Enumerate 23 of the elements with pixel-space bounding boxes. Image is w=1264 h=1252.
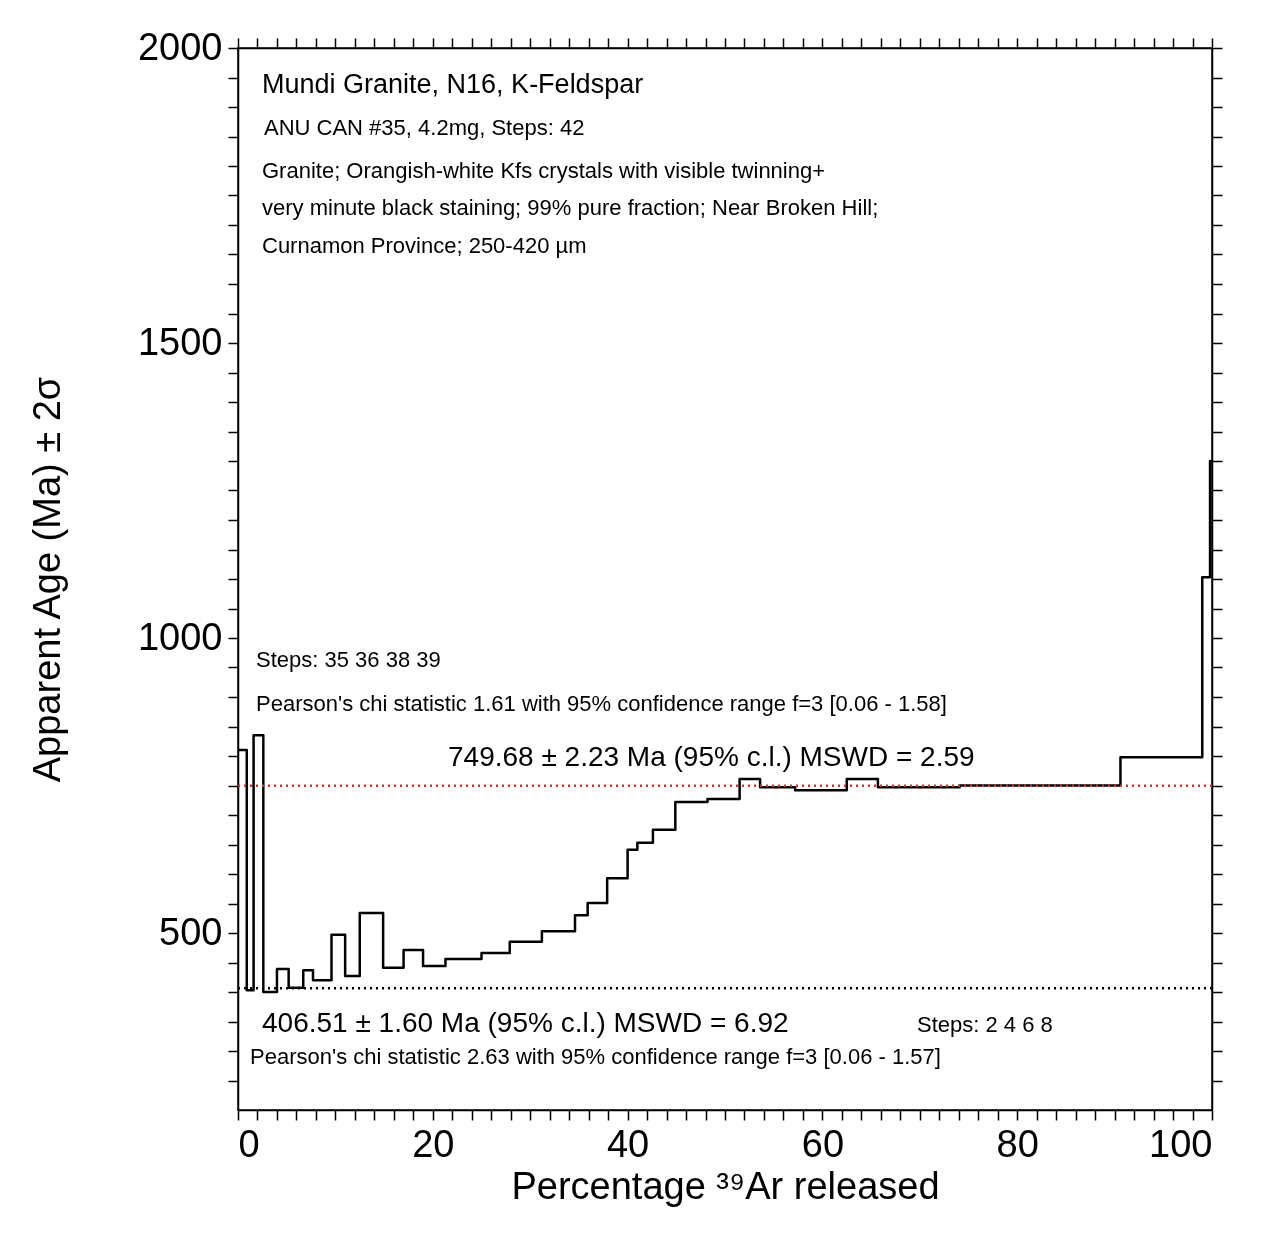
annotation: Steps: 35 36 38 39 [256, 647, 441, 672]
annotation: Pearson's chi statistic 1.61 with 95% confidence range f=3 [0.06 - 1.58] [256, 691, 947, 716]
x-tick-label: 100 [1149, 1122, 1213, 1165]
ref-line-label: 406.51 ± 1.60 Ma (95% c.l.) MSWD = 6.92 [262, 1007, 789, 1039]
x-axis-title: Percentage ³⁹Ar released [511, 1164, 940, 1207]
y-tick-label: 1500 [137, 320, 223, 363]
y-axis-title: Apparent Age (Ma) ± 2σ [25, 376, 68, 783]
y-tick-label: 1000 [137, 615, 223, 658]
x-tick-label: 80 [996, 1122, 1039, 1165]
x-tick-label: 20 [412, 1122, 455, 1165]
text: ANU CAN #35, 4.2mg, Steps: 42 [264, 115, 585, 140]
annotation: very minute black staining; 99% pure fraction; Near Broken Hill; [262, 195, 879, 220]
ref-line-label: 749.68 ± 2.23 Ma (95% c.l.) MSWD = 2.59 [448, 740, 975, 772]
x-tick-label: 0 [238, 1122, 260, 1165]
text: Mundi Granite, N16, K-Feldspar [262, 69, 644, 99]
x-tick-label: 60 [801, 1122, 845, 1165]
annotation: Pearson's chi statistic 2.63 with 95% confidence range f=3 [0.06 - 1.57] [250, 1044, 941, 1069]
annotation: Curnamon Province; 250-420 µm [262, 233, 587, 258]
annotation: Granite; Orangish-white Kfs crystals with visible twinning+ [262, 158, 826, 183]
x-tick-label: 40 [606, 1122, 650, 1165]
annotation: Steps: 2 4 6 8 [917, 1012, 1053, 1037]
y-tick-label: 500 [159, 910, 223, 953]
y-tick-label: 2000 [137, 25, 223, 68]
